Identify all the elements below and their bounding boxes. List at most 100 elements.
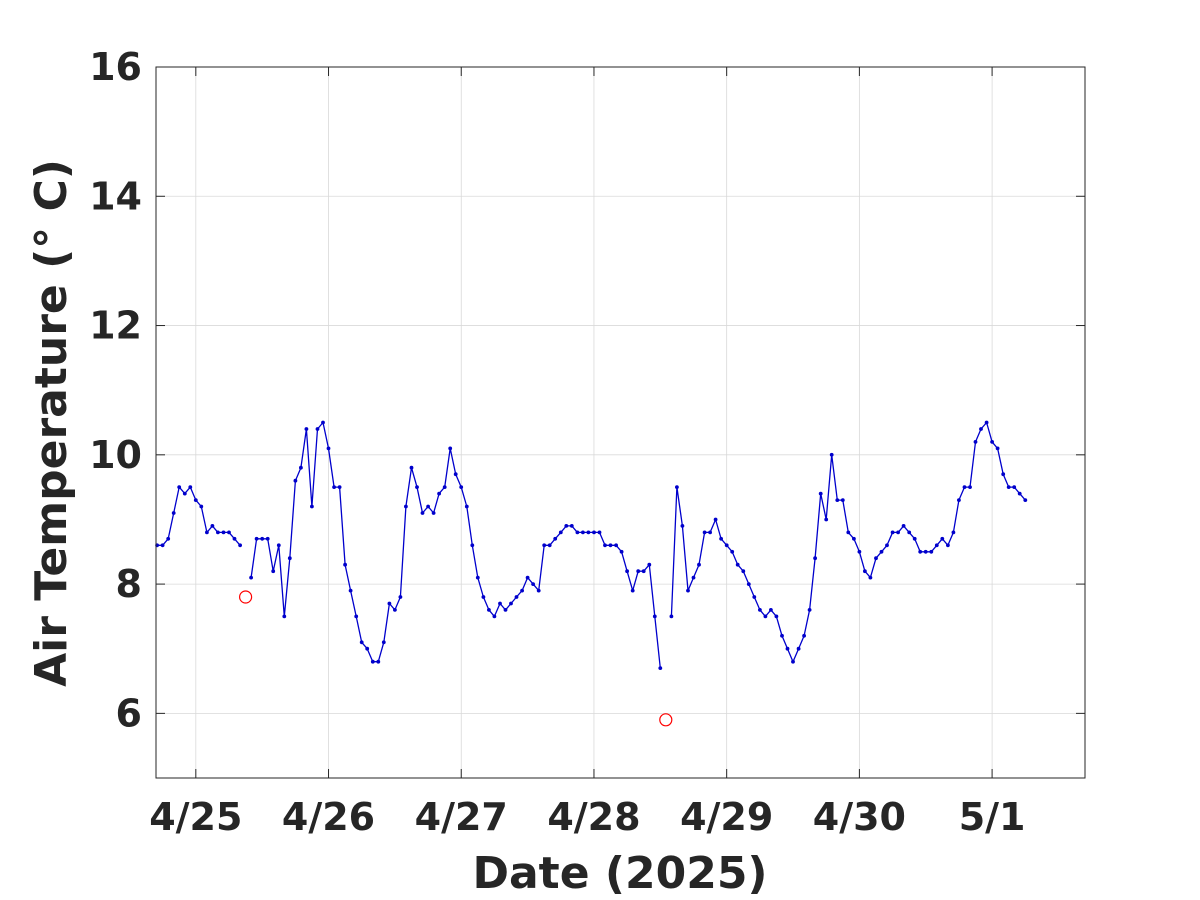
data-point bbox=[630, 588, 635, 593]
data-point bbox=[575, 530, 580, 535]
data-point bbox=[509, 601, 513, 606]
data-point bbox=[807, 608, 812, 612]
data-point bbox=[796, 646, 801, 651]
data-point bbox=[437, 491, 441, 496]
data-point bbox=[569, 524, 574, 528]
data-point bbox=[459, 485, 464, 489]
data-point bbox=[619, 549, 624, 554]
data-point bbox=[885, 543, 889, 548]
data-point bbox=[453, 472, 458, 477]
grid-lines bbox=[156, 66, 1085, 778]
data-point bbox=[907, 530, 912, 535]
data-point bbox=[470, 543, 475, 548]
data-point bbox=[946, 543, 950, 548]
data-point bbox=[951, 530, 956, 535]
data-point bbox=[669, 614, 674, 619]
x-tick-label: 4/28 bbox=[547, 795, 640, 839]
x-axis-title: Date (2025) bbox=[472, 848, 767, 899]
y-axis-title: Air Temperature (° C) bbox=[26, 159, 77, 687]
data-point bbox=[774, 614, 779, 619]
data-point bbox=[525, 575, 530, 580]
x-tick-label: 4/27 bbox=[415, 795, 508, 839]
data-point bbox=[564, 524, 569, 528]
data-point bbox=[691, 575, 696, 580]
data-point bbox=[863, 569, 867, 574]
plot-frame bbox=[155, 66, 1086, 779]
data-point bbox=[680, 524, 685, 528]
data-point bbox=[973, 440, 978, 444]
data-point bbox=[409, 465, 414, 470]
data-point bbox=[581, 530, 585, 535]
data-point bbox=[393, 608, 397, 612]
data-point bbox=[614, 543, 618, 548]
data-point bbox=[531, 582, 535, 586]
data-point bbox=[719, 536, 723, 541]
data-point bbox=[724, 543, 729, 548]
data-point bbox=[586, 530, 591, 535]
data-point bbox=[968, 485, 972, 489]
data-point bbox=[188, 485, 193, 489]
data-point bbox=[354, 614, 359, 619]
outlier-point bbox=[659, 713, 673, 727]
data-point bbox=[381, 640, 386, 645]
data-point bbox=[791, 659, 795, 664]
data-point bbox=[746, 582, 751, 586]
data-point bbox=[387, 601, 392, 606]
data-point bbox=[370, 659, 375, 664]
data-point bbox=[713, 517, 718, 522]
data-point bbox=[426, 504, 430, 509]
data-point bbox=[647, 562, 652, 567]
data-point bbox=[205, 530, 209, 535]
axis-ticks bbox=[156, 66, 1085, 778]
data-point bbox=[404, 504, 408, 509]
data-point bbox=[846, 530, 851, 535]
data-point bbox=[603, 543, 607, 548]
data-point bbox=[332, 485, 336, 489]
data-point bbox=[592, 530, 596, 535]
data-point bbox=[558, 530, 563, 535]
data-point bbox=[271, 569, 276, 574]
data-point bbox=[868, 575, 873, 580]
data-point bbox=[652, 614, 657, 619]
data-series bbox=[155, 420, 1028, 727]
data-point bbox=[398, 595, 403, 599]
data-point bbox=[547, 543, 552, 548]
data-point bbox=[636, 569, 641, 574]
data-point bbox=[365, 646, 370, 651]
data-point bbox=[641, 569, 646, 574]
data-point bbox=[481, 595, 486, 599]
data-point bbox=[990, 440, 994, 444]
data-point bbox=[343, 562, 347, 567]
data-point bbox=[492, 614, 497, 619]
data-point bbox=[221, 530, 226, 535]
data-point bbox=[282, 614, 287, 619]
data-point bbox=[874, 556, 878, 561]
data-point bbox=[901, 524, 906, 528]
data-point bbox=[835, 498, 840, 502]
data-point bbox=[702, 530, 707, 535]
data-point bbox=[420, 511, 425, 515]
data-point bbox=[929, 549, 934, 554]
data-point bbox=[265, 536, 270, 541]
data-point bbox=[752, 595, 757, 599]
data-point bbox=[487, 608, 491, 612]
data-point bbox=[758, 608, 762, 612]
data-point bbox=[802, 633, 806, 638]
data-point bbox=[984, 420, 989, 425]
data-point bbox=[730, 549, 735, 554]
data-point bbox=[1017, 491, 1022, 496]
data-point bbox=[962, 485, 967, 489]
data-point bbox=[299, 465, 303, 470]
data-point bbox=[923, 549, 928, 554]
data-point bbox=[658, 666, 663, 670]
data-point bbox=[337, 485, 342, 489]
data-point bbox=[160, 543, 165, 548]
x-tick-labels: 4/25 4/26 4/27 4/28 4/29 4/30 5/1 bbox=[149, 795, 1025, 839]
data-point bbox=[829, 452, 834, 457]
data-point bbox=[852, 536, 856, 541]
data-point bbox=[216, 530, 220, 535]
data-point bbox=[348, 588, 353, 593]
data-point bbox=[310, 504, 314, 509]
data-point bbox=[818, 491, 823, 496]
